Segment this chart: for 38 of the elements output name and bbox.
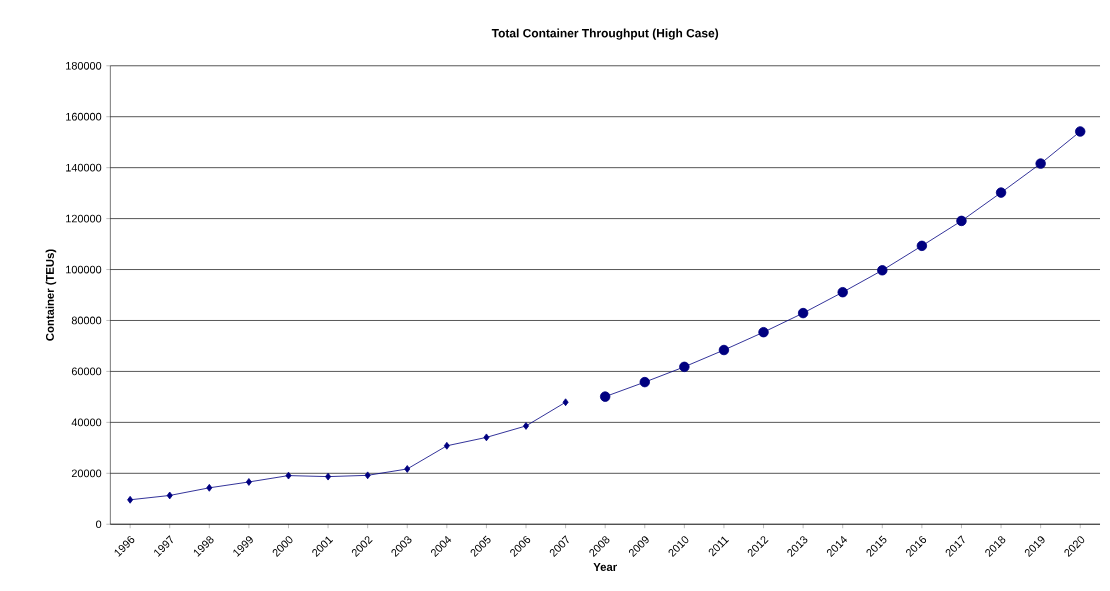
point — [404, 465, 411, 473]
point — [562, 398, 569, 407]
point — [956, 215, 967, 227]
point — [718, 344, 730, 356]
x-axis-title: Year — [593, 563, 617, 571]
point — [523, 422, 529, 430]
point — [639, 376, 650, 388]
y-tick-label: 160000 — [66, 112, 102, 121]
y-tick-label: 180000 — [66, 61, 102, 70]
point — [995, 187, 1007, 198]
y-tick-label: 120000 — [66, 214, 102, 223]
point — [1035, 158, 1046, 169]
point — [285, 471, 292, 480]
y-axis-title: Container (TEUs) — [45, 249, 57, 341]
y-tick-label: 60000 — [71, 367, 102, 376]
y-tick-label: 100000 — [66, 265, 102, 274]
point — [206, 483, 213, 492]
point — [1075, 126, 1086, 137]
chart-title: Total Container Throughput (High Case) — [491, 28, 719, 40]
point — [877, 265, 888, 276]
point — [483, 433, 490, 442]
point — [679, 361, 690, 373]
point — [364, 471, 371, 480]
point — [600, 391, 611, 402]
y-tick-label: 0 — [96, 520, 102, 529]
point — [245, 478, 252, 486]
y-tick-label: 40000 — [71, 418, 102, 427]
point — [837, 287, 848, 298]
point — [166, 491, 173, 500]
point — [758, 327, 769, 338]
point — [325, 472, 332, 481]
y-tick-label: 140000 — [66, 163, 102, 172]
point — [127, 495, 134, 504]
y-tick-label: 80000 — [71, 316, 102, 325]
y-tick-label: 20000 — [71, 469, 102, 478]
point — [916, 240, 928, 252]
point — [443, 441, 450, 450]
point — [797, 307, 809, 319]
